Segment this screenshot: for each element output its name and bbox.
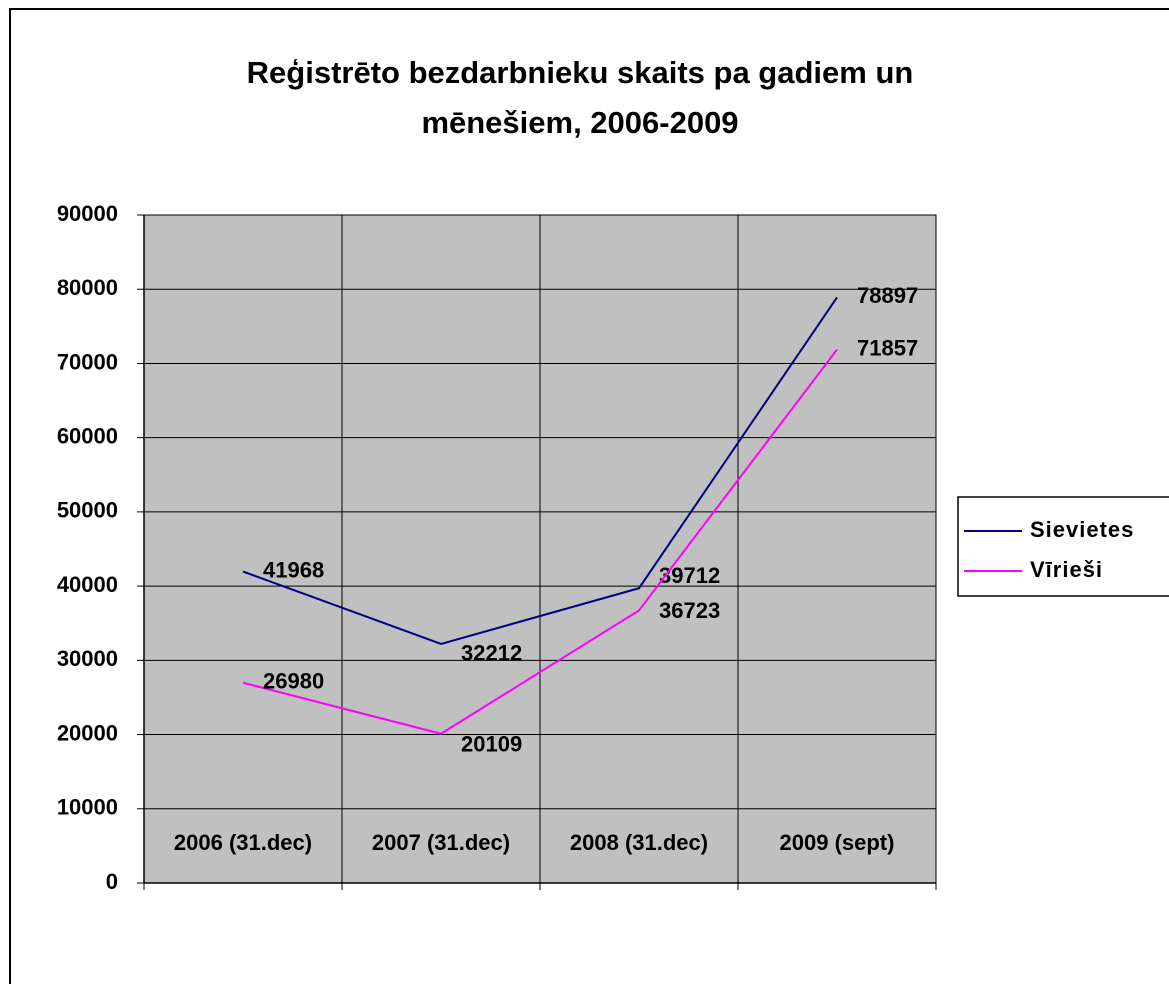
- legend-label: Vīrieši: [1030, 557, 1103, 582]
- data-label: 71857: [857, 335, 918, 360]
- y-tick-label: 20000: [57, 720, 118, 745]
- y-tick-label: 60000: [57, 423, 118, 448]
- y-tick-label: 90000: [57, 201, 118, 226]
- legend-box: [957, 496, 1169, 597]
- x-tick-label: 2009 (sept): [780, 830, 895, 855]
- data-line: [242, 349, 838, 735]
- y-tick-label: 80000: [57, 275, 118, 300]
- y-tick-label: 30000: [57, 646, 118, 671]
- data-label: 78897: [857, 283, 918, 308]
- chart-title: mēnešiem, 2006-2009: [421, 105, 738, 140]
- chart-title: Reģistrēto bezdarbnieku skaits pa gadiem…: [247, 55, 914, 90]
- data-label: 36723: [659, 598, 720, 623]
- data-label: 26980: [263, 669, 324, 694]
- plot-border: [143, 214, 937, 884]
- y-tick-label: 70000: [57, 349, 118, 374]
- y-tick-label: 50000: [57, 498, 118, 523]
- data-label: 20109: [461, 732, 522, 757]
- data-label: 32212: [461, 641, 522, 666]
- x-tick-label: 2008 (31.dec): [570, 830, 708, 855]
- data-label: 41968: [263, 557, 324, 582]
- y-tick-label: 10000: [57, 795, 118, 820]
- x-tick-label: 2006 (31.dec): [174, 830, 312, 855]
- x-tick-label: 2007 (31.dec): [372, 830, 510, 855]
- legend-label: Sievietes: [1030, 517, 1134, 542]
- y-tick-label: 0: [106, 869, 118, 894]
- data-line: [242, 296, 838, 645]
- y-tick-label: 40000: [57, 572, 118, 597]
- data-label: 39712: [659, 563, 720, 588]
